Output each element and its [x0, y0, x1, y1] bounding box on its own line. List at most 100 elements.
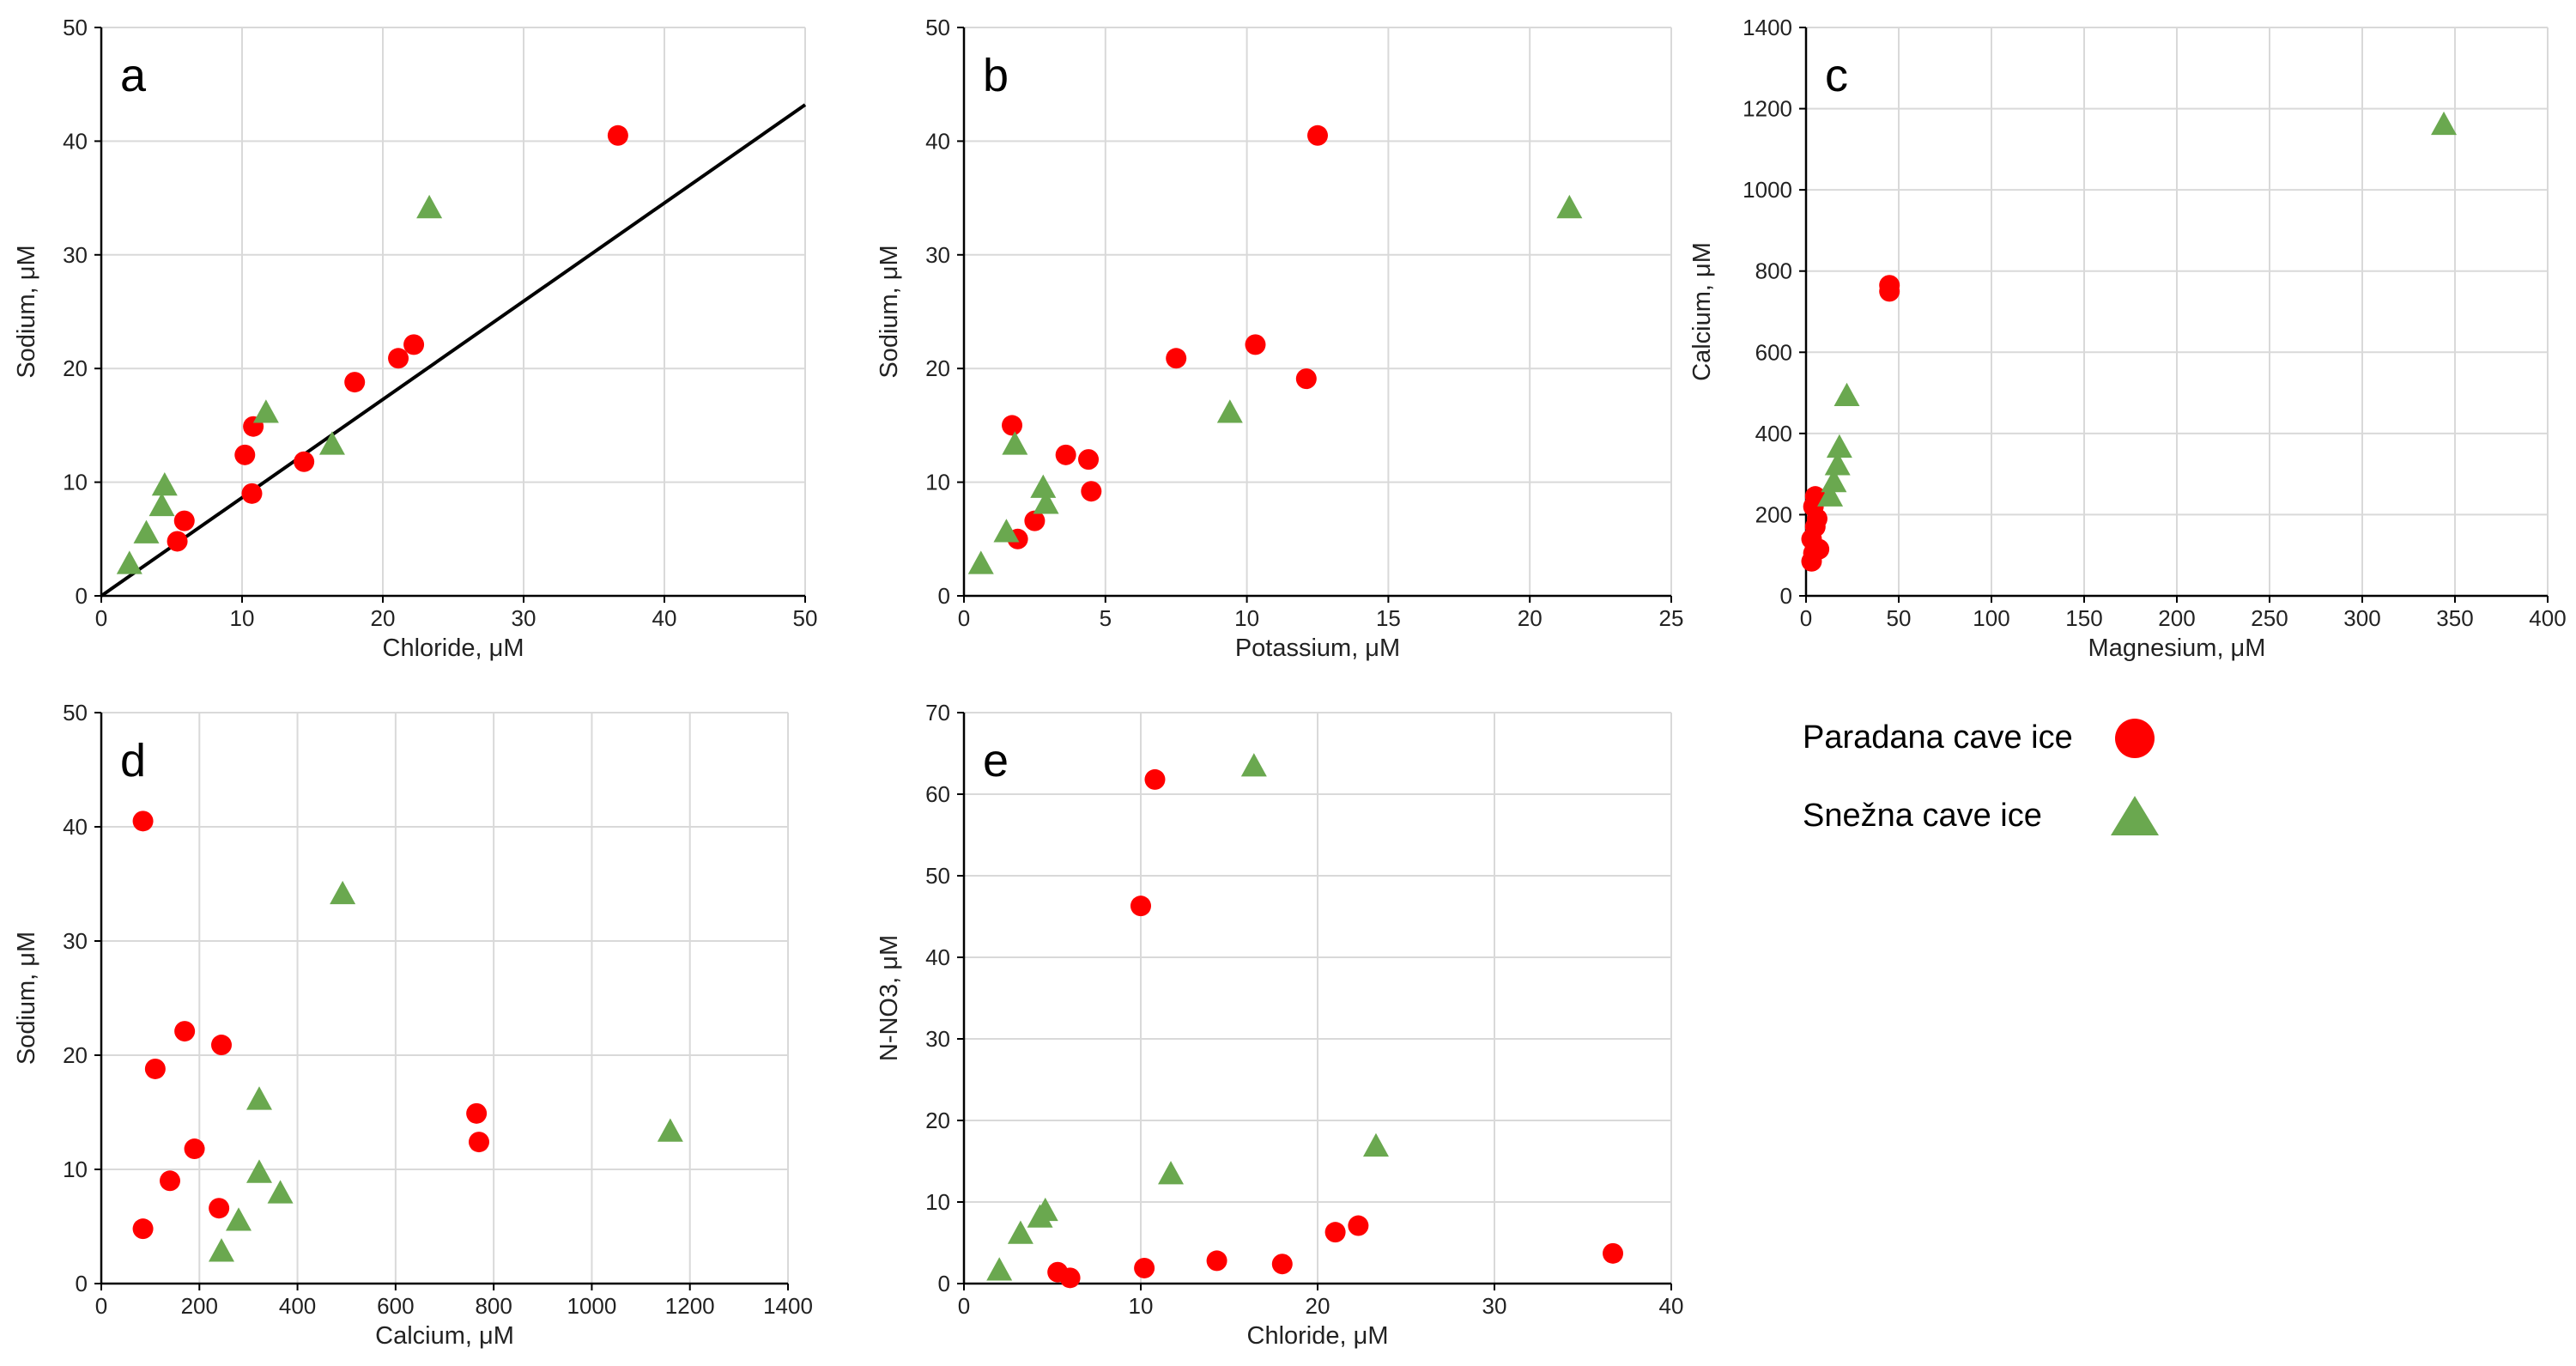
- data-point: [1144, 768, 1166, 790]
- y-tick-label: 10: [925, 470, 950, 495]
- data-point: [1033, 490, 1059, 514]
- data-point: [416, 194, 443, 219]
- data-point: [1821, 469, 1847, 493]
- fit-line: [100, 103, 807, 598]
- y-tick-label: 200: [1755, 501, 1792, 527]
- x-tick-label: 0: [95, 605, 107, 631]
- data-point: [1002, 415, 1023, 436]
- chart-b: 0 5 10 15 20 25 0 10 20 30 40 50 Potassium, μM Sodium…: [876, 15, 1683, 662]
- x-axis-label: Chloride, μM: [1247, 1322, 1389, 1350]
- data-point: [993, 519, 1020, 543]
- data-point: [144, 1058, 166, 1079]
- data-point: [1817, 483, 1844, 507]
- data-point: [133, 519, 160, 543]
- y-tick-label: 0: [1780, 583, 1792, 609]
- data-point: [344, 372, 366, 393]
- data-point: [1030, 474, 1057, 498]
- x-tick-label: 800: [475, 1293, 512, 1319]
- x-tick-label: 1000: [567, 1293, 617, 1319]
- y-axis-label: Sodium, μM: [876, 245, 903, 378]
- data-point: [252, 399, 279, 423]
- data-point: [1059, 1267, 1081, 1289]
- chart-c: 0 50 100 150 200 250 300 350 400 0 200 400 600 800 100…: [1688, 15, 2567, 662]
- x-axis-label: Calcium, μM: [375, 1322, 514, 1350]
- data-point: [132, 810, 154, 832]
- data-point: [211, 1035, 232, 1056]
- y-tick-label: 30: [63, 928, 88, 954]
- data-point: [1879, 281, 1900, 302]
- data-point: [1024, 510, 1046, 531]
- data-point: [388, 348, 409, 369]
- panel-letter: a: [120, 50, 147, 101]
- y-tick-label: 50: [63, 15, 88, 40]
- data-point: [1324, 1222, 1346, 1243]
- data-point: [246, 1159, 272, 1183]
- x-tick-label: 0: [958, 1293, 970, 1319]
- x-tick-label: 40: [1659, 1293, 1684, 1319]
- x-tick-label: 600: [377, 1293, 414, 1319]
- data-point: [657, 1118, 683, 1142]
- legend-label-paradana: Paradana cave ice: [1803, 719, 2073, 756]
- data-point: [226, 1207, 252, 1231]
- y-axis-label: Calcium, μM: [1688, 242, 1716, 381]
- x-tick-label: 50: [793, 605, 818, 631]
- y-tick-label: 50: [925, 15, 950, 40]
- data-point: [1295, 368, 1317, 390]
- series-paradana: [1002, 124, 1328, 549]
- x-axis-label: Magnesium, μM: [2088, 634, 2266, 662]
- series-snezna: [986, 753, 1389, 1281]
- chart-d: 0 200 400 600 800 1000 1200 1400 0 10 20 30 40 50 Calc…: [13, 700, 813, 1350]
- x-tick-label: 50: [1887, 605, 1912, 631]
- data-point: [1206, 1250, 1227, 1272]
- data-point: [1134, 1257, 1155, 1278]
- data-point: [1130, 895, 1151, 917]
- data-point: [1002, 431, 1028, 455]
- data-point: [160, 1170, 180, 1192]
- data-point: [1801, 550, 1822, 572]
- y-tick-label: 70: [925, 700, 950, 725]
- data-point: [986, 1257, 1013, 1281]
- y-tick-label: 40: [63, 128, 88, 154]
- y-tick-label: 0: [938, 583, 950, 609]
- y-tick-label: 40: [63, 814, 88, 840]
- x-tick-label: 10: [1129, 1293, 1154, 1319]
- data-point: [267, 1180, 294, 1204]
- y-axis-label: N-NO3, μM: [876, 935, 903, 1061]
- series-snezna: [967, 194, 1583, 574]
- data-point: [1055, 444, 1076, 465]
- y-tick-label: 20: [63, 1042, 88, 1068]
- data-point: [209, 1238, 234, 1262]
- y-axis-label: Sodium, μM: [13, 245, 40, 378]
- x-tick-label: 150: [2065, 605, 2102, 631]
- x-tick-label: 0: [958, 605, 970, 631]
- data-point: [1834, 382, 1860, 407]
- data-point: [1307, 124, 1328, 146]
- chart-e: 0 10 20 30 40 0 10 20 30 40 50 60 70 Chloride, μM N-NO…: [876, 700, 1683, 1350]
- data-point: [234, 444, 256, 465]
- x-tick-label: 200: [181, 1293, 218, 1319]
- x-tick-label: 30: [512, 605, 536, 631]
- chart-a: 0 10 20 30 40 50 0 10 20 30 40 50 Chloride, μM Sodium…: [13, 15, 817, 662]
- data-point: [167, 531, 188, 552]
- data-point: [116, 550, 142, 574]
- x-tick-label: 15: [1376, 605, 1401, 631]
- data-point: [1603, 1242, 1624, 1264]
- y-tick-label: 600: [1755, 339, 1792, 365]
- y-tick-label: 40: [925, 128, 950, 154]
- y-tick-label: 0: [76, 583, 88, 609]
- y-tick-label: 30: [925, 1026, 950, 1052]
- data-point: [2431, 111, 2458, 136]
- series-paradana: [1047, 768, 1624, 1289]
- x-tick-label: 400: [279, 1293, 316, 1319]
- x-tick-label: 0: [95, 1293, 107, 1319]
- data-point: [209, 1198, 230, 1219]
- x-tick-label: 10: [230, 605, 255, 631]
- data-point: [1158, 1161, 1185, 1185]
- panel-letter: d: [120, 735, 146, 786]
- data-point: [1826, 434, 1852, 458]
- x-tick-label: 250: [2251, 605, 2288, 631]
- x-tick-label: 1400: [763, 1293, 813, 1319]
- panel-letter: c: [1825, 50, 1848, 101]
